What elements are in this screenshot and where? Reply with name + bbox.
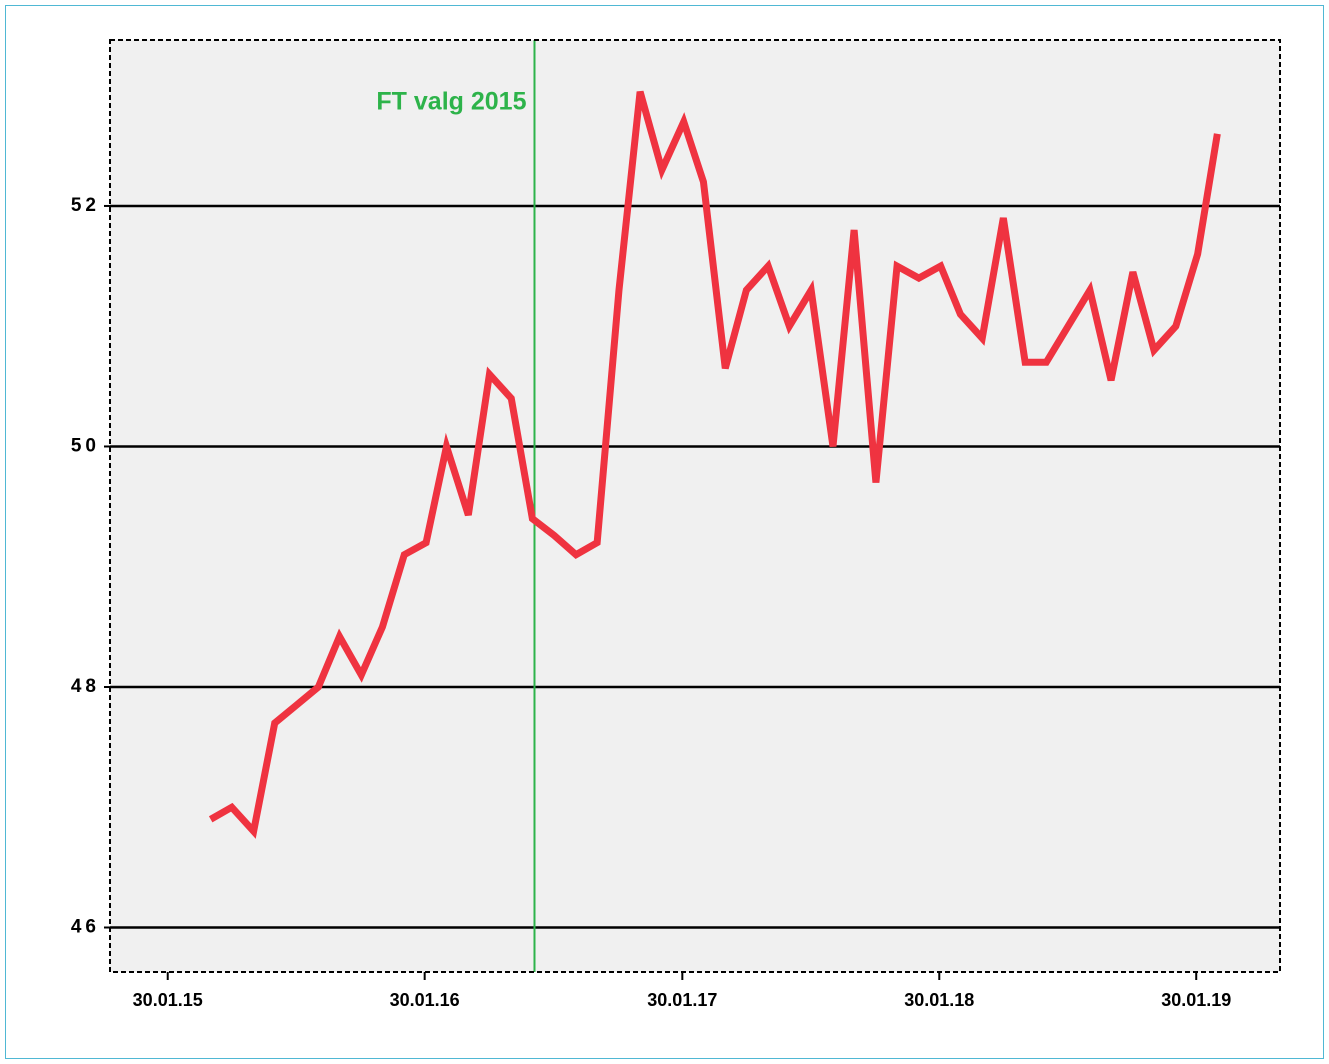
x-tick-label: 30.01.17	[647, 990, 717, 1010]
frame	[5, 5, 1324, 1059]
y-tick-label: 52	[71, 195, 100, 216]
data-line	[208, 90, 1221, 839]
x-tick-label: 30.01.18	[904, 990, 974, 1010]
plot-border	[109, 39, 1281, 973]
plot-area	[110, 40, 1280, 972]
annotation-label: FT valg 2015	[376, 88, 526, 116]
x-tick-label: 30.01.15	[133, 990, 203, 1010]
y-tick-label: 46	[71, 917, 100, 938]
y-tick-label: 48	[71, 676, 100, 697]
x-tick-label: 30.01.19	[1161, 990, 1231, 1010]
y-tick-label: 50	[71, 435, 100, 456]
x-tick-label: 30.01.16	[390, 990, 460, 1010]
